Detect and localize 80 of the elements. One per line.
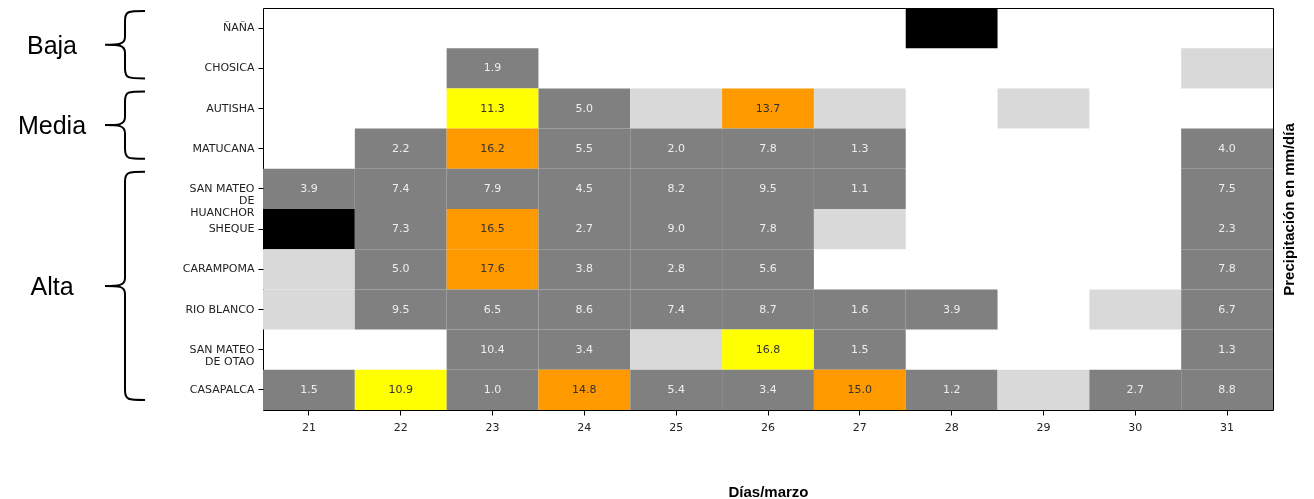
data-label: 7.3 (391, 222, 410, 236)
text: Media (17, 110, 87, 140)
data-label: 3.4 (759, 382, 777, 396)
data-label: 7.5 (1218, 181, 1236, 195)
data-label: 3.8 (575, 262, 594, 276)
data-label: 2.8 (667, 262, 685, 276)
text: Baja (26, 30, 78, 60)
y-tick-label: CARAMPOMA (182, 262, 255, 276)
y-tick-label: SAN MATEO DE HUANCHOR (189, 181, 255, 219)
data-label: 1.9 (483, 61, 502, 75)
data-label: 8.7 (759, 302, 777, 316)
data-label: 16.5 (480, 222, 505, 236)
data-label: 2.0 (667, 141, 685, 155)
data-label: 5.5 (575, 141, 594, 155)
data-label: 8.8 (1218, 382, 1236, 396)
y-tick-label: MATUCANA (192, 141, 255, 155)
data-label: 15.0 (847, 382, 873, 396)
y-tick-label: SHEQUE (208, 222, 255, 236)
data-label: 1.1 (851, 181, 869, 195)
x-tick-label: 30 (1128, 420, 1143, 434)
x-tick-label: 21 (301, 420, 316, 434)
data-label: 5.4 (667, 382, 685, 396)
data-label: 9.0 (667, 222, 685, 236)
data-label: 7.8 (1218, 262, 1236, 276)
data-label: 10.4 (480, 342, 505, 356)
data-label: 10.9 (388, 382, 413, 396)
y-tick-label: AUTISHA (206, 101, 255, 115)
data-label: 2.2 (391, 141, 410, 155)
data-label: 9.5 (759, 181, 777, 195)
data-label: 1.3 (1218, 342, 1236, 356)
data-label: 4.0 (1218, 141, 1236, 155)
data-label: 3.4 (575, 342, 594, 356)
data-label: 5.0 (391, 262, 410, 276)
x-tick-label: 23 (485, 420, 500, 434)
y-tick-label: SAN MATEO DE OTAO (189, 342, 255, 368)
y-tick-label: CHOSICA (204, 61, 255, 75)
data-label: 2.7 (575, 222, 594, 236)
data-label: 5.0 (575, 101, 594, 115)
data-label: 8.6 (575, 302, 594, 316)
data-label: 9.5 (391, 302, 410, 316)
x-tick-label: 24 (577, 420, 592, 434)
x-tick-label: 26 (761, 420, 775, 434)
data-label: 1.0 (483, 382, 502, 396)
text: Alta (30, 271, 74, 301)
x-tick-label: 25 (669, 420, 684, 434)
y2-axis-title: Precipitación en mm/día (1279, 122, 1297, 296)
x-tick-label: 28 (944, 420, 959, 434)
data-label: 8.2 (667, 181, 685, 195)
data-label: 17.6 (480, 262, 505, 276)
x-tick-label: 31 (1220, 420, 1235, 434)
data-label: 16.8 (755, 342, 781, 356)
x-tick-label: 27 (852, 420, 867, 434)
x-tick-label: 22 (393, 420, 408, 434)
y-tick-label: CASAPALCA (189, 382, 255, 396)
y-tick-label: ÑAÑA (222, 21, 255, 35)
data-label: 2.3 (1218, 222, 1236, 236)
data-label: 7.8 (759, 141, 777, 155)
data-label: 11.3 (480, 101, 505, 115)
data-label: 1.2 (942, 382, 961, 396)
data-label: 2.7 (1126, 382, 1145, 396)
data-label: 1.3 (851, 141, 869, 155)
data-label: 13.7 (755, 101, 781, 115)
data-label: 3.9 (300, 181, 318, 195)
data-label: 4.5 (575, 181, 594, 195)
data-label: 7.9 (483, 181, 502, 195)
data-label: 1.5 (300, 382, 318, 396)
y-tick-label: RIO BLANCO (185, 302, 255, 316)
data-label: 7.4 (391, 181, 410, 195)
x-tick-label: 29 (1036, 420, 1051, 434)
data-label: 1.5 (851, 342, 869, 356)
data-label: 7.8 (759, 222, 777, 236)
data-label: 6.5 (483, 302, 502, 316)
data-label: 1.6 (851, 302, 869, 316)
data-label: 16.2 (480, 141, 505, 155)
data-label: 5.6 (759, 262, 777, 276)
data-label: 3.9 (942, 302, 961, 316)
data-label: 14.8 (572, 382, 597, 396)
x-axis-title: Días/marzo (728, 482, 809, 499)
data-label: 6.7 (1218, 302, 1236, 316)
data-label: 7.4 (667, 302, 685, 316)
